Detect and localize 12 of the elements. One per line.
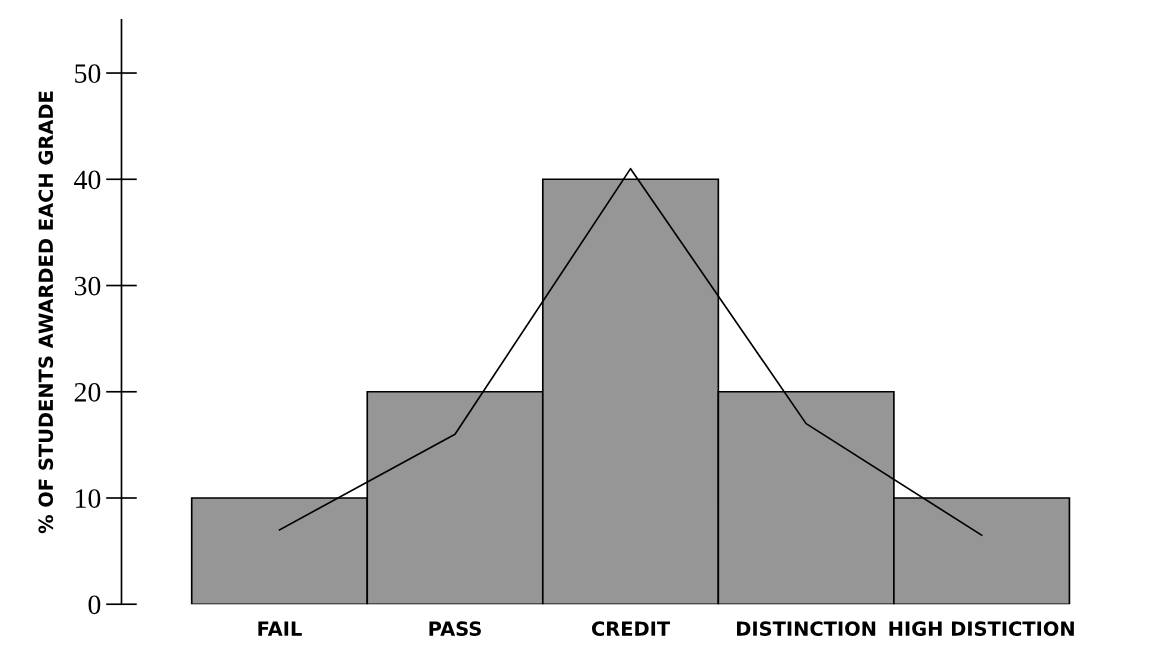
x-tick-label: PASS xyxy=(429,621,481,636)
x-tick-label: DISTINCTION xyxy=(737,621,876,636)
y-tick-label: 30 xyxy=(74,276,101,296)
x-tick-label: HIGH DISTICTION xyxy=(889,621,1074,636)
y-tick-label: 50 xyxy=(75,64,101,83)
y-axis-title: % OF STUDENTS AWARDED EACH GRADE xyxy=(38,91,54,534)
y-tick-label: 10 xyxy=(76,489,101,508)
y-tick-label: 0 xyxy=(88,595,101,615)
y-tick-label: 40 xyxy=(74,170,101,190)
x-tick-label: CREDIT xyxy=(591,621,671,636)
x-tick-label: FAIL xyxy=(258,621,302,636)
y-tick-label: 20 xyxy=(74,382,101,402)
